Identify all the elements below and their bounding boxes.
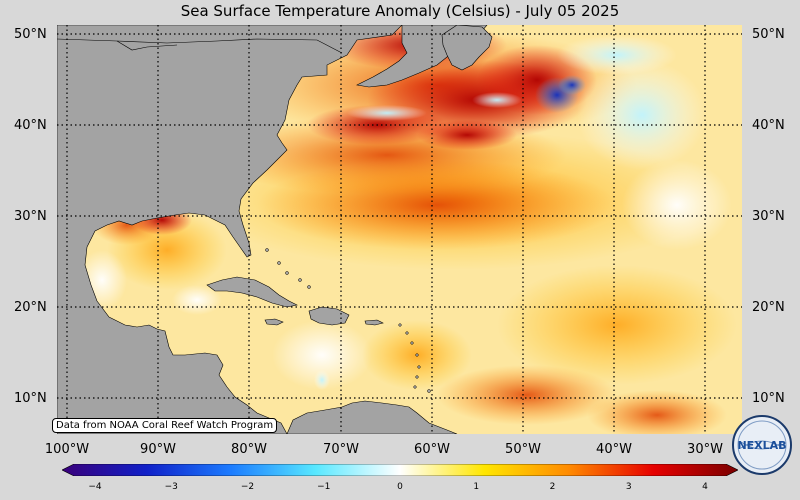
lat-label: 50°N bbox=[752, 27, 785, 42]
lon-label: 70°W bbox=[323, 442, 359, 457]
lat-label: 10°N bbox=[752, 391, 785, 406]
lon-label: 100°W bbox=[44, 442, 90, 457]
land-puerto-rico bbox=[364, 319, 384, 326]
data-credit: Data from NOAA Coral Reef Watch Program bbox=[52, 418, 278, 433]
lat-label: 40°N bbox=[752, 118, 785, 133]
nexlab-logo: NEXLAB bbox=[732, 415, 792, 475]
colorbar-tick-label: −3 bbox=[164, 482, 178, 492]
sst-map bbox=[57, 25, 742, 434]
logo-text: NEXLAB bbox=[737, 439, 786, 452]
sst-map-canvas bbox=[57, 25, 742, 434]
colorbar-tick-label: −1 bbox=[317, 482, 331, 492]
colorbar-tick-label: 0 bbox=[397, 482, 403, 492]
lat-label: 40°N bbox=[14, 118, 47, 133]
lat-label: 20°N bbox=[752, 300, 785, 315]
lon-label: 40°W bbox=[596, 442, 632, 457]
lon-label: 80°W bbox=[231, 442, 267, 457]
colorbar-tick-label: 3 bbox=[625, 482, 632, 492]
map-title: Sea Surface Temperature Anomaly (Celsius… bbox=[180, 2, 620, 20]
land-cuba bbox=[206, 276, 298, 308]
land-newfoundland bbox=[441, 25, 493, 71]
colorbar-tick-label: 4 bbox=[702, 482, 708, 492]
lon-label: 30°W bbox=[687, 442, 723, 457]
colorbar bbox=[62, 464, 738, 476]
lat-label: 30°N bbox=[752, 209, 785, 224]
colorbar-tick-label: 2 bbox=[549, 482, 556, 492]
land-hispaniola bbox=[308, 306, 350, 326]
lon-label: 50°W bbox=[505, 442, 541, 457]
land-south-america bbox=[286, 400, 458, 434]
lat-label: 50°N bbox=[14, 27, 47, 42]
small-islands bbox=[265, 248, 431, 393]
colorbar-tick-label: −2 bbox=[240, 482, 255, 492]
colorbar-tick-label: 1 bbox=[473, 482, 480, 492]
land-north-america bbox=[57, 25, 403, 434]
lat-label: 30°N bbox=[14, 209, 47, 224]
lon-label: 90°W bbox=[140, 442, 176, 457]
land-jamaica bbox=[264, 318, 284, 326]
lat-label: 10°N bbox=[14, 391, 47, 406]
political-borders bbox=[57, 38, 343, 54]
graticule bbox=[57, 25, 742, 434]
lon-label: 60°W bbox=[414, 442, 450, 457]
lat-label: 20°N bbox=[14, 300, 47, 315]
colorbar-tick-label: −4 bbox=[88, 482, 102, 492]
land bbox=[57, 25, 493, 434]
